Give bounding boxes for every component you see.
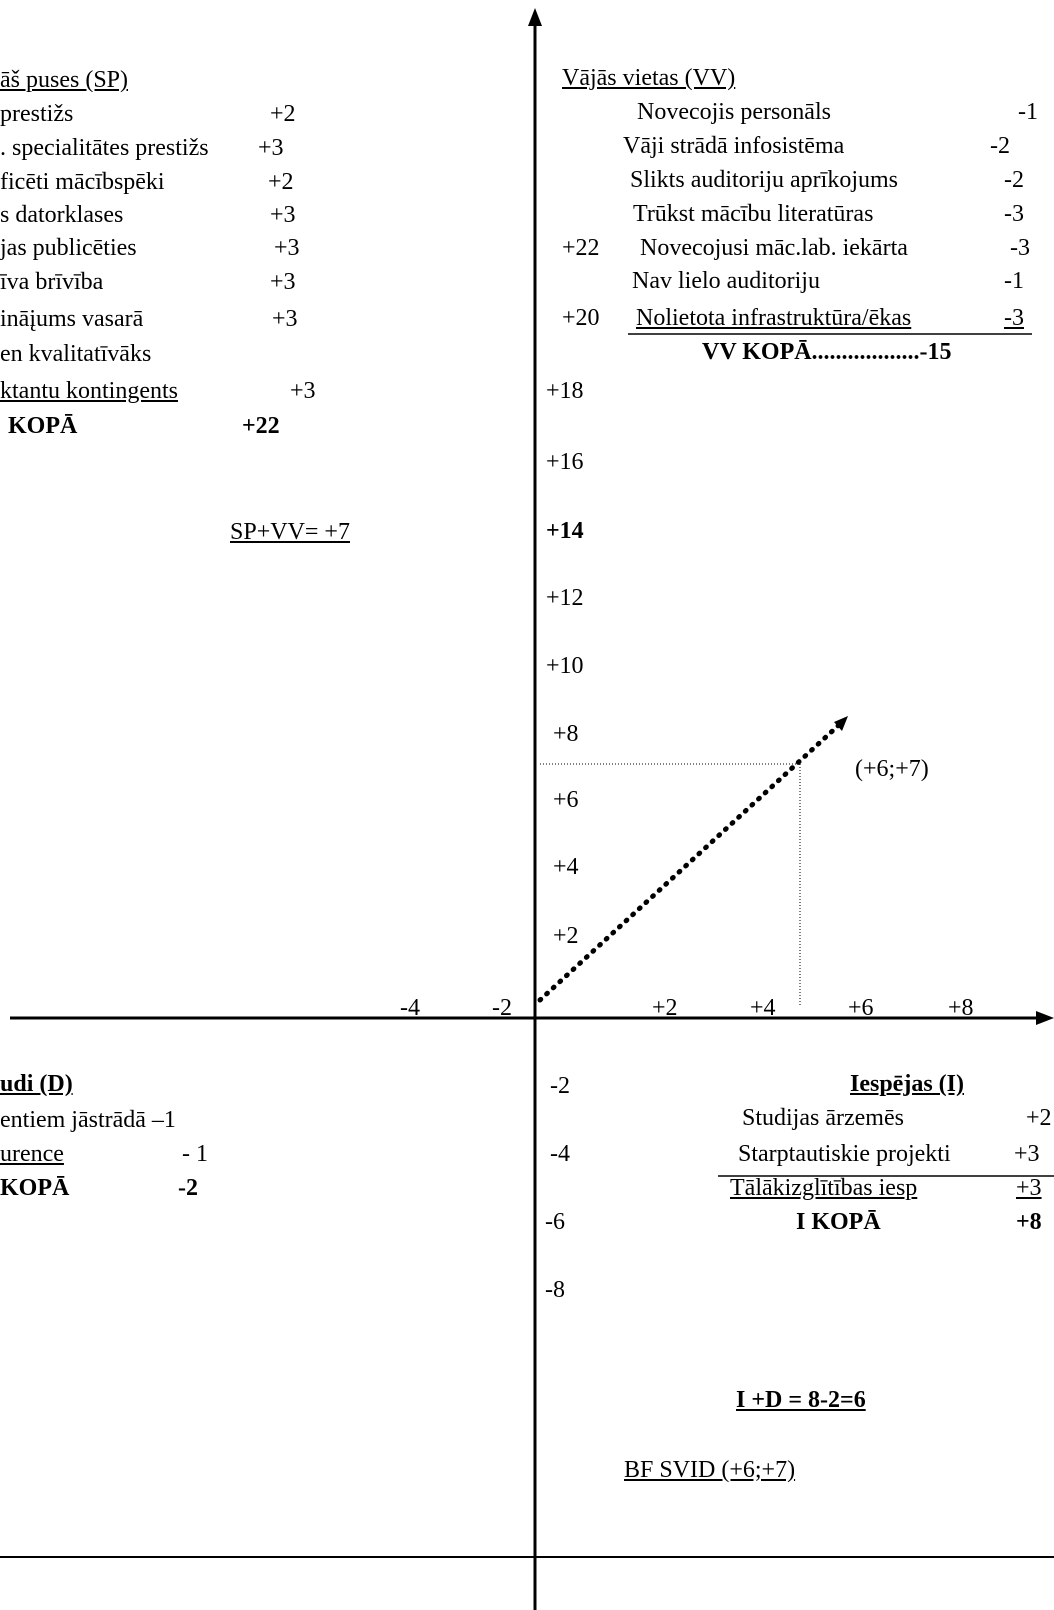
strength-item-7: ināįums vasarā — [0, 306, 144, 332]
sp-vv-sum: SP+VV= +7 — [230, 519, 350, 545]
strengths-title: āš puses (SP) — [0, 67, 129, 93]
x-tick-6: +6 — [848, 995, 874, 1021]
y-tick-14: +14 — [546, 518, 584, 544]
y-tick-22: +22 — [562, 235, 600, 261]
weaknesses-total: VV KOPĀ..................-15 — [702, 339, 952, 365]
strength-item-1: prestižs — [0, 101, 74, 127]
weakness-score-6: -1 — [1004, 268, 1024, 294]
y-tick-16: +16 — [546, 449, 584, 475]
y-tick-8: +8 — [553, 721, 579, 747]
x-tick-neg4: -4 — [400, 995, 420, 1021]
weakness-score-2: -2 — [990, 133, 1010, 159]
threat-item-1: entiem jāstrādā –1 — [0, 1107, 176, 1133]
weakness-item-5: Novecojusi māc.lab. iekārta — [640, 235, 908, 261]
y-tick-12: +12 — [546, 585, 584, 611]
y-axis-arrow-icon — [528, 8, 542, 26]
y-tick-neg2: -2 — [550, 1073, 570, 1099]
strength-score-5: +3 — [274, 235, 300, 261]
weakness-item-6: Nav lielo auditoriju — [632, 268, 820, 294]
weakness-item-1: Novecojis personāls — [637, 99, 831, 125]
strength-item-5: jas publicēties — [0, 235, 137, 261]
weakness-item-2: Vāji strādā infosistēma — [623, 133, 845, 159]
y-tick-18: +18 — [546, 378, 584, 404]
strengths-total-label: KOPĀ — [8, 413, 78, 439]
weakness-score-4: -3 — [1004, 201, 1024, 227]
strength-item-9: ktantu kontingents +3 — [0, 377, 316, 405]
strength-score-3: +2 — [268, 169, 294, 195]
weaknesses-title: Vājās vietas (VV) — [562, 65, 736, 91]
i-d-sum: I +D = 8-2=6 — [736, 1387, 866, 1413]
x-tick-2: +2 — [652, 995, 678, 1021]
threat-score-2: - 1 — [182, 1141, 208, 1167]
strength-score-6: +3 — [270, 269, 296, 295]
strengths-total-value: +22 — [242, 413, 280, 439]
opportunity-item-2: Starptautiskie projekti — [738, 1141, 951, 1167]
weakness-score-3: -2 — [1004, 167, 1024, 193]
weakness-score-7: -3 — [1004, 305, 1024, 331]
opportunities-total-value: +8 — [1016, 1209, 1042, 1235]
strength-item-8: en kvalitatīvāks — [0, 341, 152, 367]
y-tick-neg6: -6 — [545, 1209, 565, 1235]
opportunity-score-1: +2 — [1026, 1105, 1052, 1131]
y-tick-neg8: -8 — [545, 1277, 565, 1303]
vector-arrow-icon — [834, 716, 848, 731]
strength-item-3: ficēti mācībspēki — [0, 169, 165, 195]
strength-score-9: +3 — [290, 378, 316, 404]
result-vector — [537, 721, 843, 1003]
strength-score-2: +3 — [258, 135, 284, 161]
opportunity-score-3: +3 — [1016, 1175, 1042, 1201]
weakness-score-1: -1 — [1018, 99, 1038, 125]
opportunities-total-label: I KOPĀ — [796, 1209, 881, 1235]
strength-score-1: +2 — [270, 101, 296, 127]
x-tick-8: +8 — [948, 995, 974, 1021]
y-tick-20: +20 — [562, 305, 600, 331]
opportunity-score-2: +3 — [1014, 1141, 1040, 1167]
opportunity-item-1: Studijas ārzemēs — [742, 1105, 904, 1131]
strength-item-9-label: ktantu kontingents — [0, 378, 178, 404]
bf-svid-result: BF SVID (+6;+7) — [624, 1457, 796, 1483]
opportunities-title: Iespējas (I) — [850, 1071, 964, 1097]
threat-item-2: urence — [0, 1141, 64, 1167]
threats-total-label: KOPĀ — [0, 1175, 70, 1201]
point-label: (+6;+7) — [855, 756, 929, 782]
opportunity-item-3: Tālākizglītības iesp — [730, 1175, 918, 1201]
y-tick-4: +4 — [553, 854, 579, 880]
y-tick-6: +6 — [553, 787, 579, 813]
strength-item-4: s datorklases — [0, 202, 124, 228]
y-tick-neg4: -4 — [550, 1141, 570, 1167]
strength-score-4: +3 — [270, 202, 296, 228]
strength-item-6: īva brīvība — [0, 269, 104, 295]
strength-item-2: . specialitātes prestižs — [0, 135, 209, 161]
weakness-score-5: -3 — [1010, 235, 1030, 261]
threats-total-value: -2 — [178, 1175, 198, 1201]
threats-title: udi (D) — [0, 1071, 73, 1097]
weakness-item-3: Slikts auditoriju aprīkojums — [630, 167, 898, 193]
y-tick-10: +10 — [546, 653, 584, 679]
weakness-item-4: Trūkst mācību literatūras — [633, 201, 874, 227]
x-axis-arrow-icon — [1036, 1011, 1054, 1025]
x-tick-4: +4 — [750, 995, 776, 1021]
y-tick-2: +2 — [553, 923, 579, 949]
x-tick-neg2: -2 — [492, 995, 512, 1021]
weakness-item-7: Nolietota infrastruktūra/ēkas — [636, 305, 912, 331]
strength-score-7: +3 — [272, 306, 298, 332]
